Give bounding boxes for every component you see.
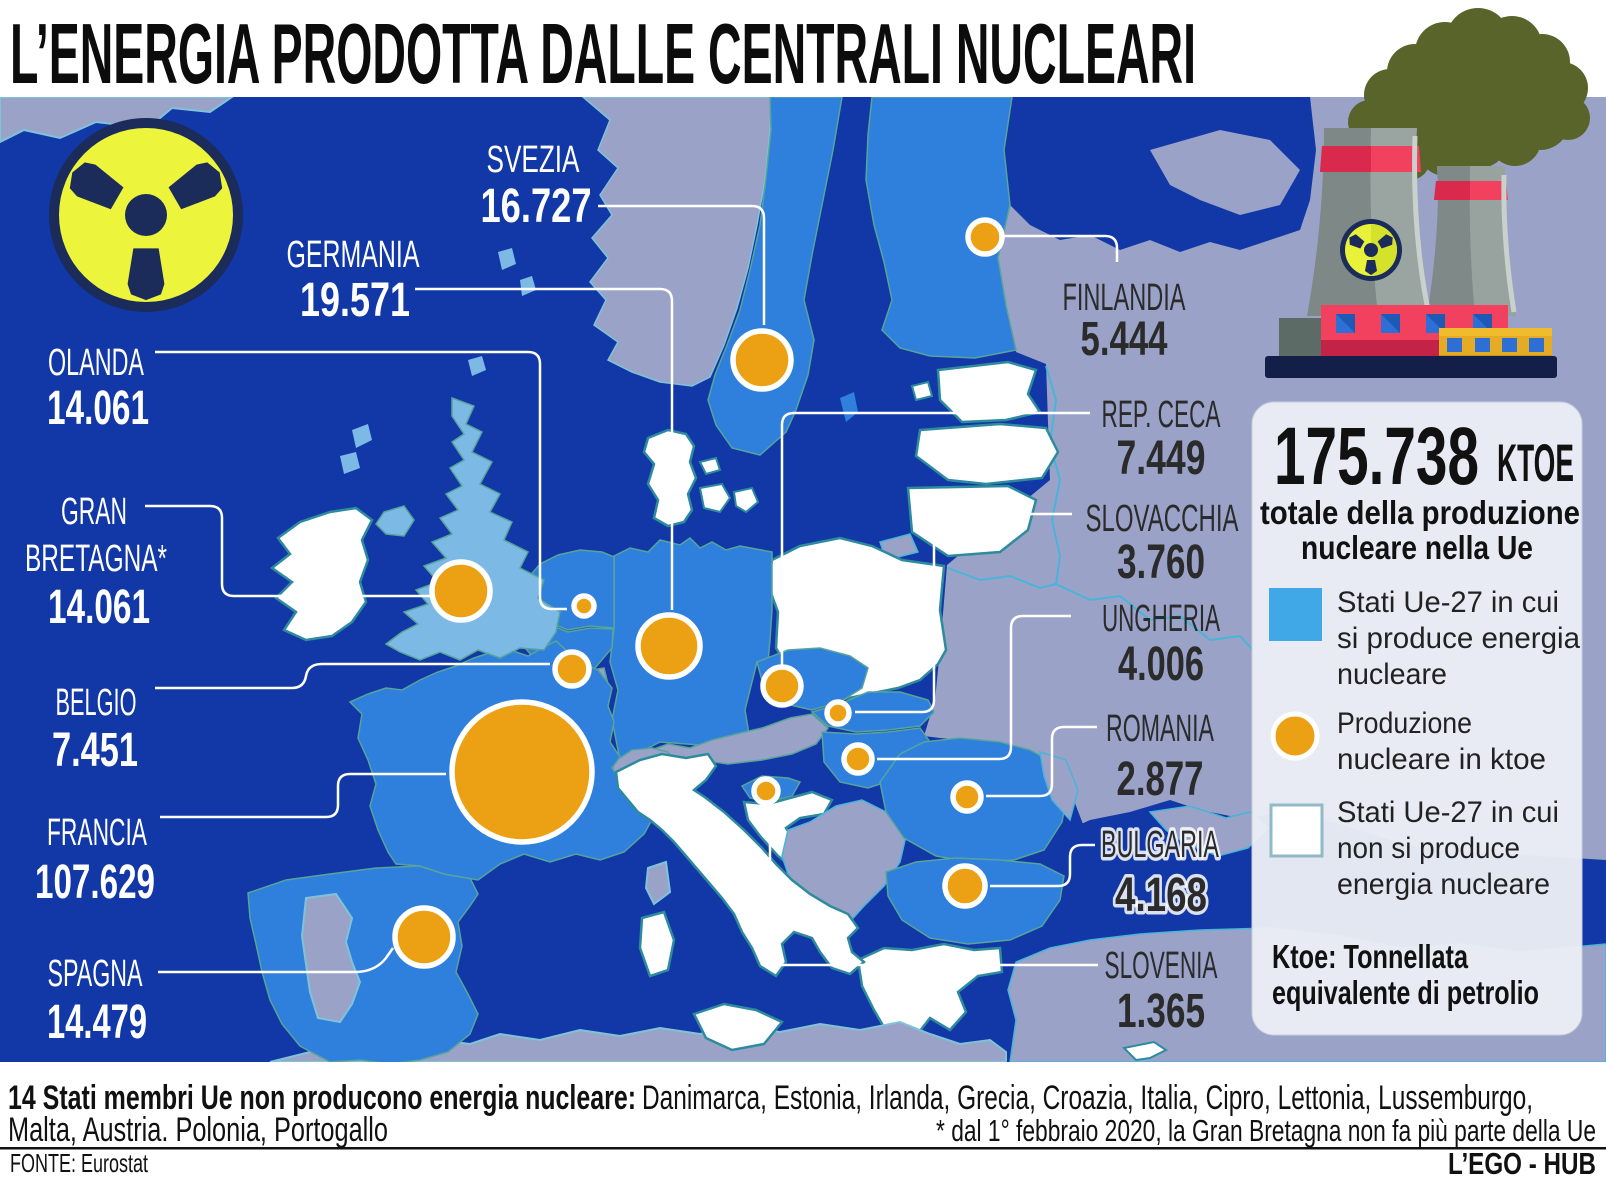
svg-text:Stati Ue-27 in cui: Stati Ue-27 in cui	[1337, 796, 1559, 829]
svg-text:FINLANDIA: FINLANDIA	[1063, 277, 1186, 319]
svg-text:nucleare nella Ue: nucleare nella Ue	[1301, 529, 1533, 566]
svg-text:equivalente di petrolio: equivalente di petrolio	[1272, 974, 1539, 1011]
svg-text:nucleare in ktoe: nucleare in ktoe	[1337, 743, 1546, 776]
svg-text:14.479: 14.479	[47, 996, 147, 1049]
svg-text:OLANDA: OLANDA	[48, 342, 144, 384]
svg-text:L’ENERGIA PRODOTTA DALLE CENTR: L’ENERGIA PRODOTTA DALLE CENTRALI NUCLEA…	[10, 7, 1196, 102]
svg-text:totale della produzione: totale della produzione	[1260, 494, 1580, 531]
svg-text:16.727: 16.727	[481, 180, 592, 233]
svg-text:14.061: 14.061	[47, 382, 149, 435]
svg-text:1.365: 1.365	[1117, 985, 1205, 1038]
svg-text:FONTE: Eurostat: FONTE: Eurostat	[10, 1148, 149, 1178]
svg-text:5.444: 5.444	[1081, 313, 1168, 366]
svg-text:SLOVACCHIA: SLOVACCHIA	[1086, 498, 1239, 540]
svg-text:BELGIO: BELGIO	[56, 682, 137, 724]
svg-text:si produce energia: si produce energia	[1337, 622, 1580, 655]
svg-text:14.061: 14.061	[48, 581, 150, 634]
svg-text:* dal 1° febbraio 2020, la Gra: * dal 1° febbraio 2020, la Gran Bretagna…	[936, 1113, 1596, 1148]
svg-text:BRETAGNA*: BRETAGNA*	[25, 538, 167, 580]
svg-text:GRAN: GRAN	[61, 491, 127, 533]
svg-text:BULGARIA: BULGARIA	[1101, 824, 1219, 866]
svg-text:UNGHERIA: UNGHERIA	[1102, 598, 1220, 640]
svg-text:L’EGO - HUB: L’EGO - HUB	[1448, 1146, 1596, 1179]
svg-text:7.449: 7.449	[1117, 432, 1206, 485]
svg-text:GERMANIA: GERMANIA	[287, 234, 420, 276]
svg-text:2.877: 2.877	[1117, 753, 1204, 806]
svg-text:FRANCIA: FRANCIA	[47, 812, 147, 854]
svg-text:SVEZIA: SVEZIA	[487, 139, 580, 181]
svg-text:non si produce: non si produce	[1337, 832, 1520, 865]
svg-text:SPAGNA: SPAGNA	[48, 953, 143, 995]
svg-text:3.760: 3.760	[1117, 536, 1205, 589]
svg-text:REP. CECA: REP. CECA	[1102, 394, 1221, 436]
svg-text:Produzione: Produzione	[1337, 707, 1472, 740]
svg-text:Ktoe: Tonnellata: Ktoe: Tonnellata	[1272, 938, 1468, 975]
svg-text:energia nucleare: energia nucleare	[1337, 868, 1550, 901]
svg-text:7.451: 7.451	[52, 724, 138, 777]
svg-text:Stati Ue-27 in cui: Stati Ue-27 in cui	[1337, 586, 1559, 619]
svg-text:Malta, Austria. Polonia, Porto: Malta, Austria. Polonia, Portogallo	[8, 1111, 388, 1149]
svg-text:nucleare: nucleare	[1337, 658, 1447, 691]
svg-text:KTOE: KTOE	[1497, 434, 1574, 493]
svg-text:4.006: 4.006	[1118, 638, 1204, 691]
svg-text:14 Stati membri Ue non produco: 14 Stati membri Ue non producono energia…	[8, 1079, 636, 1117]
svg-text:SLOVENIA: SLOVENIA	[1105, 945, 1218, 987]
svg-text:ROMANIA: ROMANIA	[1106, 708, 1214, 750]
svg-text:19.571: 19.571	[300, 274, 410, 327]
svg-text:175.738: 175.738	[1274, 411, 1479, 502]
svg-text:Danimarca, Estonia, Irlanda, G: Danimarca, Estonia, Irlanda, Grecia, Cro…	[642, 1079, 1533, 1117]
svg-text:107.629: 107.629	[35, 856, 155, 909]
svg-text:4.168: 4.168	[1115, 869, 1207, 922]
